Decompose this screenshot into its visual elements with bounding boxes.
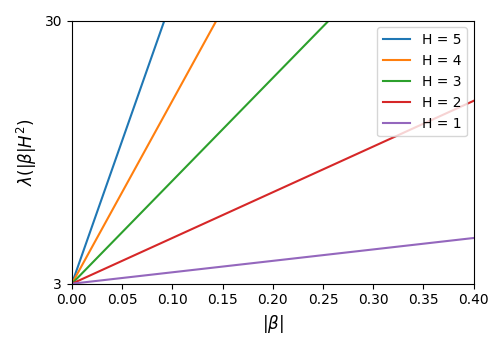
- H = 2: [385, 138, 391, 142]
- X-axis label: $|\beta|$: $|\beta|$: [262, 313, 284, 335]
- H = 2: [264, 193, 270, 197]
- H = 5: [69, 282, 75, 286]
- H = 3: [270, 76, 276, 80]
- H = 5: [161, 19, 167, 23]
- H = 1: [459, 237, 465, 241]
- H = 4: [101, 223, 107, 227]
- H = 1: [385, 246, 391, 250]
- H = 4: [86, 250, 92, 254]
- H = 3: [85, 265, 91, 270]
- H = 2: [89, 272, 95, 276]
- H = 3: [212, 135, 218, 139]
- H = 2: [459, 104, 465, 108]
- H = 2: [254, 197, 260, 202]
- H = 4: [69, 282, 75, 286]
- H = 2: [69, 282, 75, 286]
- H = 3: [326, 19, 332, 23]
- H = 2: [471, 99, 477, 103]
- H = 3: [69, 282, 75, 286]
- Line: H = 1: H = 1: [72, 238, 474, 284]
- Line: H = 5: H = 5: [72, 21, 164, 284]
- H = 3: [198, 149, 204, 153]
- Y-axis label: $\lambda(|\beta|H^2)$: $\lambda(|\beta|H^2)$: [15, 118, 39, 186]
- H = 4: [109, 209, 115, 214]
- H = 5: [132, 103, 138, 107]
- H = 5: [76, 261, 82, 266]
- Line: H = 3: H = 3: [72, 21, 329, 284]
- Legend: H = 5, H = 4, H = 3, H = 2, H = 1: H = 5, H = 4, H = 3, H = 2, H = 1: [377, 27, 467, 136]
- H = 4: [164, 108, 170, 113]
- Line: H = 2: H = 2: [72, 101, 474, 284]
- H = 5: [101, 190, 107, 194]
- H = 1: [471, 236, 477, 240]
- H = 4: [160, 116, 166, 120]
- H = 3: [115, 234, 121, 238]
- H = 5: [127, 116, 133, 120]
- H = 1: [69, 282, 75, 286]
- H = 2: [459, 104, 465, 108]
- H = 1: [254, 261, 260, 265]
- Line: H = 4: H = 4: [72, 21, 216, 284]
- H = 1: [459, 237, 465, 241]
- H = 5: [147, 58, 153, 63]
- H = 1: [264, 259, 270, 264]
- H = 1: [89, 279, 95, 284]
- H = 5: [143, 71, 149, 75]
- H = 4: [213, 19, 219, 23]
- H = 3: [222, 125, 228, 129]
- H = 4: [72, 277, 78, 281]
